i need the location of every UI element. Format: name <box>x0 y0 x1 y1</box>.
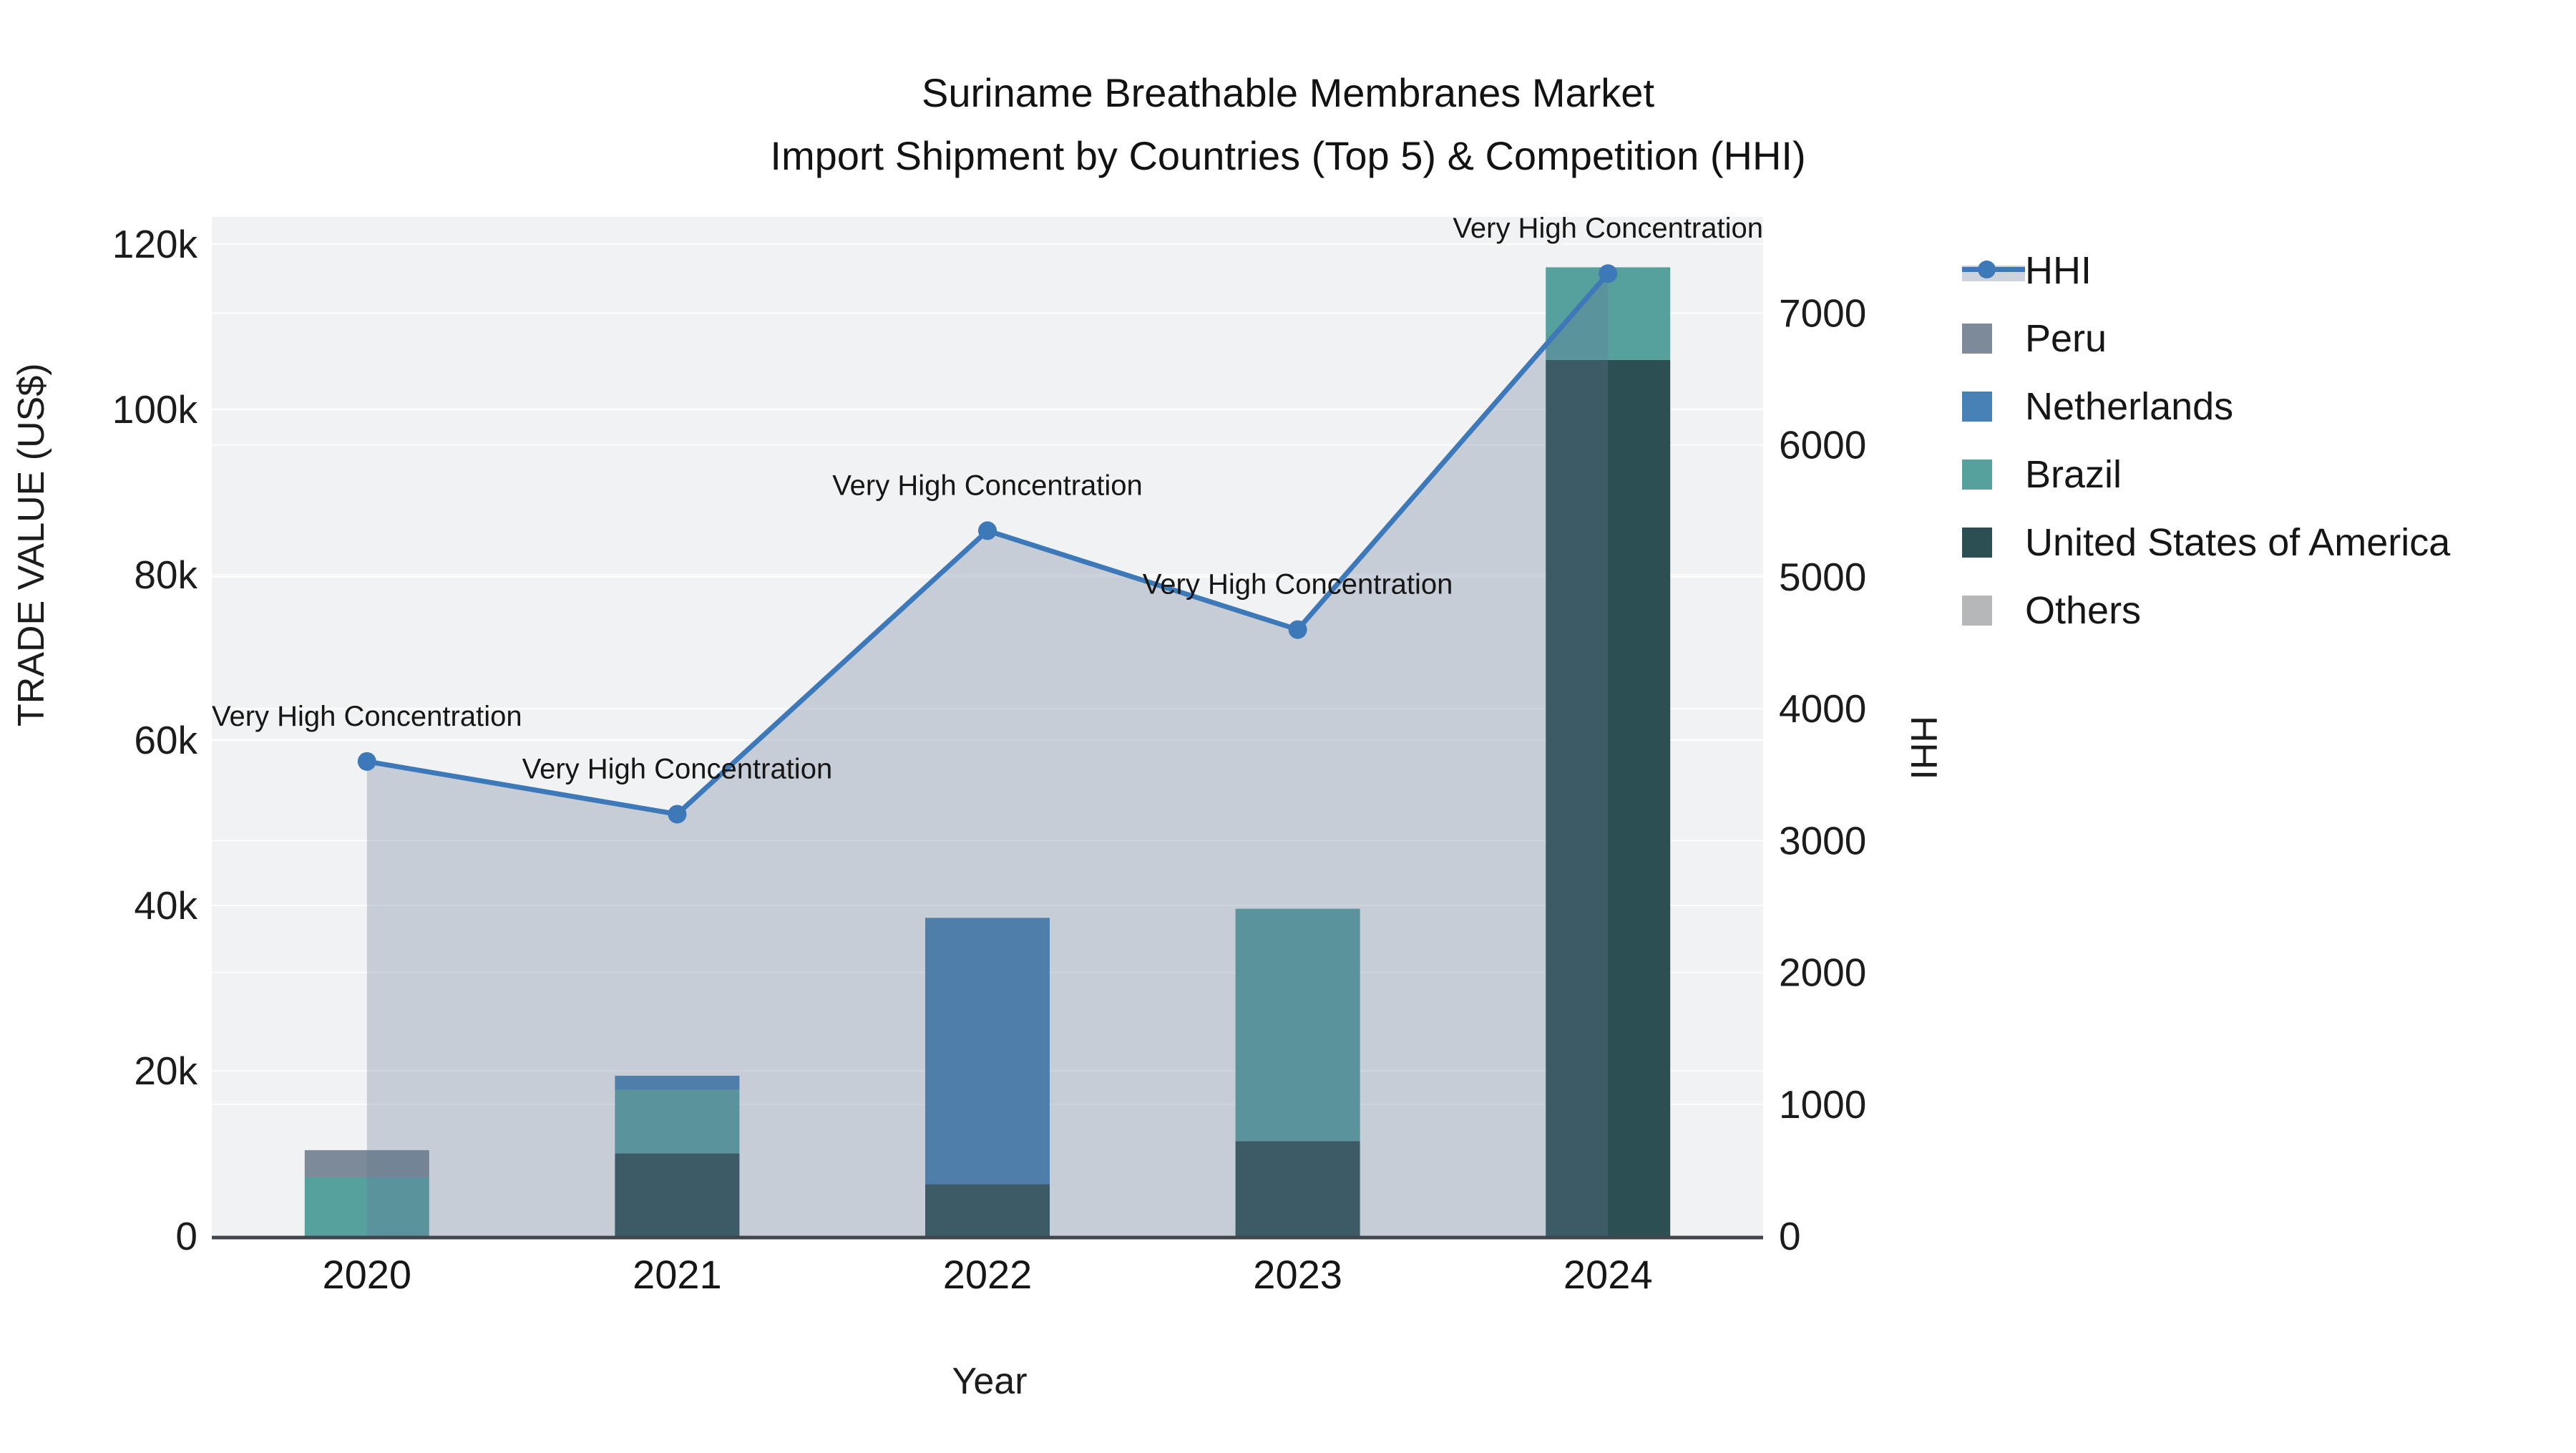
hhi-area-fill <box>366 273 1609 1237</box>
legend-item-brazil[interactable]: Brazil <box>1962 440 2450 508</box>
x-axis-title: Year <box>952 1361 1028 1402</box>
legend-label: Brazil <box>2025 452 2122 496</box>
bar-segment-2023-united-states-of-america[interactable] <box>1235 1141 1360 1236</box>
x-tick-2022: 2022 <box>943 1252 1033 1297</box>
bar-segment-2024-united-states-of-america[interactable] <box>1546 359 1671 1237</box>
legend-item-others[interactable]: Others <box>1962 576 2450 644</box>
y-left-tick-60k: 60k <box>134 718 197 762</box>
y-left-tick-0: 0 <box>175 1214 197 1258</box>
x-tick-2023: 2023 <box>1253 1252 1342 1297</box>
bar-segment-2023-brazil[interactable] <box>1235 908 1360 1142</box>
annotation-2020: Very High Concentration <box>212 701 522 732</box>
y-right-tick-0: 0 <box>1779 1214 1801 1258</box>
legend-label: Others <box>2025 588 2142 632</box>
hhi-marker-2023[interactable] <box>1288 620 1307 639</box>
chart-subtitle: Import Shipment by Countries (Top 5) & C… <box>770 133 1806 178</box>
legend-hhi-line-icon <box>1962 256 2025 286</box>
legend-swatch-icon <box>1962 391 1992 422</box>
y-right-tick-6000: 6000 <box>1779 423 1866 467</box>
y-right-tick-3000: 3000 <box>1779 818 1866 862</box>
legend-label: Peru <box>2025 316 2107 360</box>
legend-item-united-states-of-america[interactable]: United States of America <box>1962 508 2450 576</box>
y-axis-title-left: TRADE VALUE (US$) <box>11 363 52 726</box>
y-right-tick-7000: 7000 <box>1779 291 1866 335</box>
legend-item-netherlands[interactable]: Netherlands <box>1962 372 2450 440</box>
legend-label: Netherlands <box>2025 384 2234 428</box>
x-tick-2024: 2024 <box>1563 1252 1653 1297</box>
y-left-tick-80k: 80k <box>134 553 197 597</box>
y-left-tick-20k: 20k <box>134 1049 197 1093</box>
y-axis-title-right: HHI <box>1903 716 1944 780</box>
annotation-2024: Very High Concentration <box>1453 213 1763 244</box>
bar-segment-2020-peru[interactable] <box>304 1150 429 1178</box>
y-right-tick-2000: 2000 <box>1779 951 1866 995</box>
hhi-marker-2020[interactable] <box>357 752 376 771</box>
annotation-2023: Very High Concentration <box>1143 569 1453 601</box>
legend-item-peru[interactable]: Peru <box>1962 304 2450 372</box>
legend-swatch-icon <box>1962 527 1992 558</box>
y-right-tick-4000: 4000 <box>1779 686 1866 731</box>
y-left-tick-40k: 40k <box>134 883 197 928</box>
bar-segment-2022-netherlands[interactable] <box>925 918 1050 1185</box>
bar-segment-2022-united-states-of-america[interactable] <box>925 1184 1050 1236</box>
bar-segment-2021-united-states-of-america[interactable] <box>615 1153 740 1236</box>
legend-swatch-icon <box>1962 323 1992 354</box>
legend-item-hhi[interactable]: HHI <box>1962 236 2450 304</box>
legend: HHI Peru Netherlands Brazil United States of… <box>1962 236 2450 644</box>
bar-segment-2021-brazil[interactable] <box>615 1089 740 1154</box>
y-right-tick-1000: 1000 <box>1779 1082 1866 1127</box>
hhi-marker-2022[interactable] <box>978 521 997 540</box>
y-left-tick-120k: 120k <box>112 222 198 266</box>
hhi-marker-2024[interactable] <box>1599 264 1618 283</box>
legend-swatch-icon <box>1962 459 1992 490</box>
hhi-marker-2021[interactable] <box>668 805 687 824</box>
y-left-tick-100k: 100k <box>112 387 198 432</box>
x-tick-2020: 2020 <box>323 1252 412 1297</box>
bar-segment-2020-brazil[interactable] <box>304 1177 429 1236</box>
x-tick-2021: 2021 <box>633 1252 722 1297</box>
bar-segment-2021-netherlands[interactable] <box>615 1075 740 1090</box>
chart-title: Suriname Breathable Membranes Market <box>921 70 1655 115</box>
legend-swatch-icon <box>1962 595 1992 626</box>
legend-label: HHI <box>2025 248 2092 292</box>
y-right-tick-5000: 5000 <box>1779 555 1866 599</box>
annotation-2021: Very High Concentration <box>522 754 833 785</box>
annotation-2022: Very High Concentration <box>832 470 1143 501</box>
legend-label: United States of America <box>2025 520 2451 564</box>
